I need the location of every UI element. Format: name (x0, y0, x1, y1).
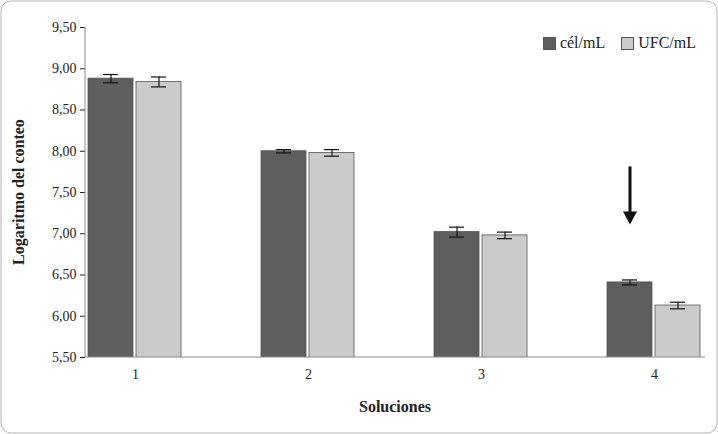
svg-text:Soluciones: Soluciones (359, 398, 431, 415)
svg-text:6,00: 6,00 (52, 309, 77, 324)
svg-text:2: 2 (305, 367, 312, 382)
svg-text:3: 3 (478, 367, 485, 382)
svg-text:9,00: 9,00 (52, 61, 77, 76)
svg-text:5,50: 5,50 (52, 350, 77, 365)
svg-text:4: 4 (651, 367, 658, 382)
svg-text:6,50: 6,50 (52, 267, 77, 282)
html-text:cél/mL: cél/mL (559, 34, 606, 51)
svg-text:7,50: 7,50 (52, 185, 77, 200)
svg-text:8,00: 8,00 (52, 144, 77, 159)
svg-text:1: 1 (132, 367, 139, 382)
svg-text:8,50: 8,50 (52, 102, 77, 117)
html-text:UFC/mL: UFC/mL (638, 34, 696, 51)
svg-text:Logaritmo del conteo: Logaritmo del conteo (10, 119, 28, 265)
svg-text:9,50: 9,50 (52, 20, 77, 35)
svg-text:7,00: 7,00 (52, 226, 77, 241)
